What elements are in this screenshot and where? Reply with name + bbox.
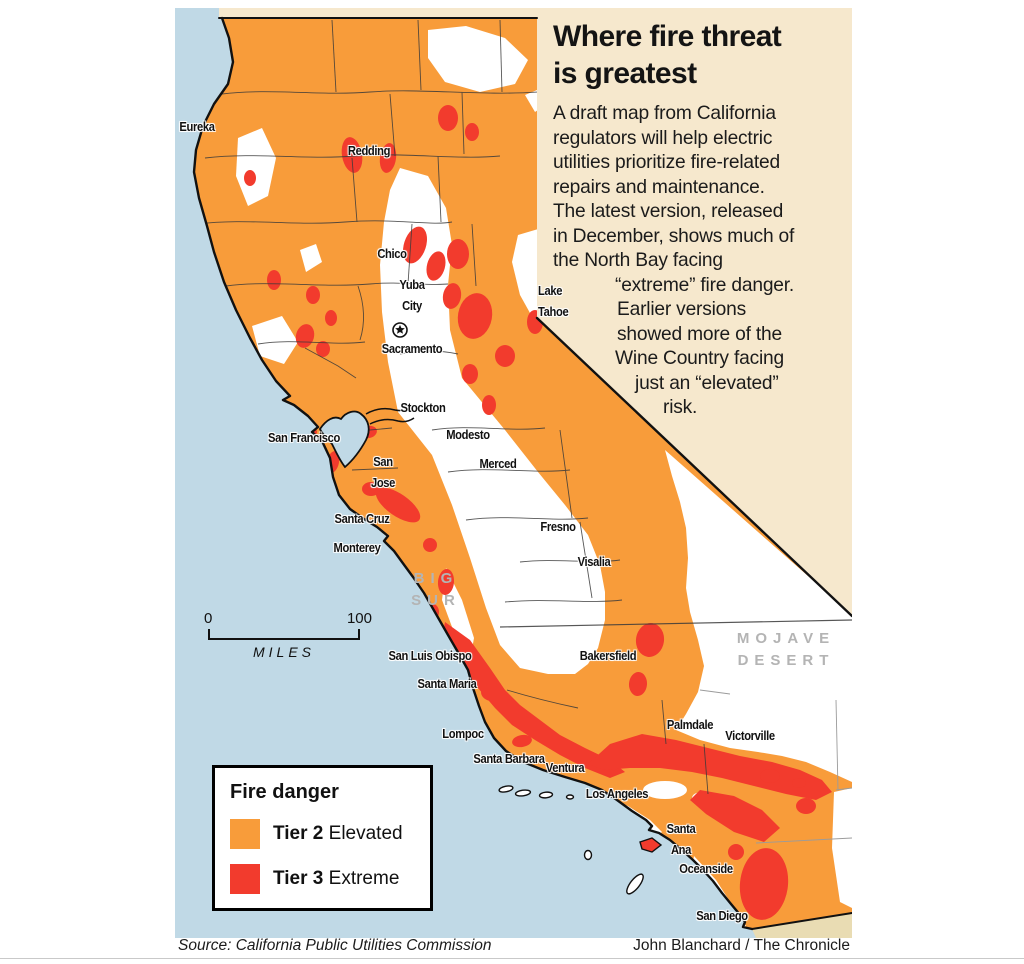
- body-line: just an “elevated”: [635, 373, 779, 394]
- scale-bracket: [208, 629, 360, 640]
- tier2-level: Elevated: [328, 823, 403, 844]
- nevada-panel-background: [537, 8, 852, 616]
- bottom-rule: [0, 958, 1024, 959]
- map-label-los-angeles: Los Angeles: [585, 786, 649, 801]
- legend-item-tier2: Tier 2 Elevated: [230, 819, 415, 849]
- body-line: A draft map from California: [553, 103, 776, 124]
- map-label-stockton: Stockton: [400, 400, 446, 415]
- map-label-santa-maria: Santa Maria: [417, 676, 477, 691]
- map-label-san-luis-obispo: San Luis Obispo: [388, 648, 472, 663]
- mexico-border: [751, 912, 852, 930]
- map-label-merced: Merced: [479, 456, 517, 471]
- county-borders-desert: [699, 689, 852, 844]
- legend-title: Fire danger: [230, 781, 339, 803]
- body-line: showed more of the: [617, 324, 782, 345]
- tier3-swatch: [230, 864, 260, 894]
- map-label-eureka: Eureka: [179, 119, 215, 134]
- map-label-oceanside: Oceanside: [679, 861, 733, 876]
- tier2-label: Tier 2: [273, 823, 324, 844]
- title-line-2: is greatest: [553, 57, 697, 90]
- channel-islands: [498, 785, 644, 895]
- tier3-label: Tier 3: [273, 868, 324, 889]
- mexico-land: [752, 913, 852, 938]
- body-line: utilities prioritize fire-related: [553, 152, 780, 173]
- source-credit: Source: California Public Utilities Comm…: [178, 937, 492, 954]
- map-label-ventura: Ventura: [545, 760, 585, 775]
- body-line: risk.: [663, 397, 698, 418]
- map-label-palmdale: Palmdale: [666, 717, 714, 732]
- map-label-fresno: Fresno: [540, 519, 576, 534]
- map-label-san-francisco: San Francisco: [268, 430, 340, 445]
- body-line: repairs and maintenance.: [553, 177, 765, 198]
- state-borders: [192, 16, 852, 931]
- fire-danger-legend: Fire danger Tier 2 Elevated Tier 3 Extre…: [212, 765, 433, 911]
- map-label-santa-ana: Santa Ana: [666, 821, 696, 857]
- county-borders: [197, 19, 852, 795]
- map-label-sacramento: Sacramento: [381, 341, 443, 356]
- body-line: Wine Country facing: [615, 348, 784, 369]
- oregon-land: [219, 8, 537, 18]
- map-label-santa-cruz: Santa Cruz: [334, 511, 390, 526]
- map-label-monterey: Monterey: [333, 540, 381, 555]
- map-label-chico: Chico: [377, 246, 407, 261]
- map-label-san-diego: San Diego: [696, 908, 748, 923]
- author-credit: John Blanchard / The Chronicle: [633, 937, 850, 954]
- body-line: “extreme” fire danger.: [615, 275, 795, 296]
- body-line: regulators will help electric: [553, 128, 773, 149]
- tier2-swatch: [230, 819, 260, 849]
- map-label-lake-tahoe: Lake Tahoe: [538, 283, 569, 319]
- scale-start-label: 0: [204, 610, 213, 627]
- body-line: Earlier versions: [617, 299, 747, 320]
- catalina-island-tier3: [639, 837, 663, 853]
- body-line: the North Bay facing: [553, 250, 723, 271]
- title-line-1: Where fire threat: [553, 20, 782, 53]
- body-line: in December, shows much of: [553, 226, 795, 247]
- map-label-bakersfield: Bakersfield: [579, 648, 637, 663]
- scale-unit-label: MILES: [252, 644, 315, 660]
- map-label-modesto: Modesto: [446, 427, 490, 442]
- san-francisco-bay: [318, 410, 370, 469]
- scale-bar: 0 100 MILES: [204, 610, 372, 660]
- scale-end-label: 100: [346, 610, 372, 627]
- legend-item-tier3: Tier 3 Extreme: [230, 864, 415, 894]
- map-label-santa-barbara: Santa Barbara: [473, 751, 545, 766]
- nevada-border: [535, 316, 852, 618]
- map-label-lompoc: Lompoc: [442, 726, 484, 741]
- map-label-big-sur: BIG SUR: [411, 570, 461, 609]
- scale-numbers: 0 100: [204, 610, 372, 628]
- body-line: The latest version, released: [553, 201, 784, 222]
- map-label-san-jose: San Jose: [370, 454, 396, 490]
- map-label-visalia: Visalia: [577, 554, 611, 569]
- capital-star-icon: [392, 322, 408, 338]
- tier3-level: Extreme: [328, 868, 400, 889]
- delta-waterways: [365, 406, 415, 425]
- map-label-redding: Redding: [347, 143, 391, 158]
- map-label-victorville: Victorville: [725, 728, 775, 743]
- coastline: [192, 16, 754, 931]
- map-label-mojave-desert: MOJAVE DESERT: [736, 630, 836, 669]
- california-fire-map: [175, 8, 852, 938]
- map-label-yuba-city: Yuba City: [399, 277, 425, 313]
